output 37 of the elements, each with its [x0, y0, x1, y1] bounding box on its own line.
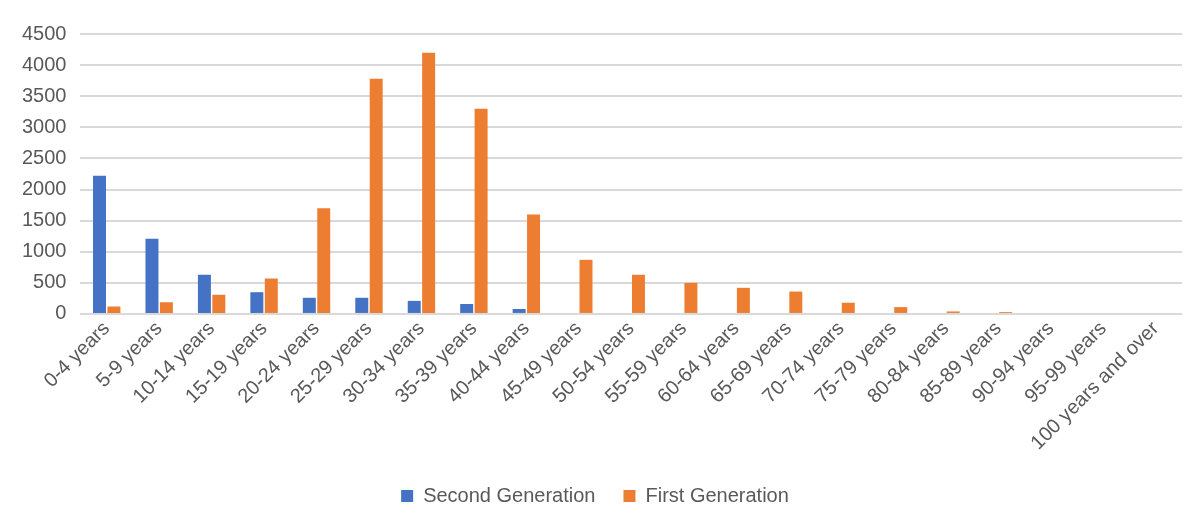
y-tick-label: 1000 — [21, 239, 67, 262]
y-tick-label: 4500 — [21, 21, 67, 44]
bar — [264, 278, 278, 313]
bar — [407, 300, 421, 313]
y-tick-label: 500 — [33, 270, 67, 293]
bar — [369, 78, 383, 313]
y-tick-label: 0 — [55, 301, 67, 324]
bar — [684, 282, 698, 313]
y-tick-label: 3000 — [21, 114, 67, 137]
bar — [841, 302, 855, 313]
bar — [460, 304, 474, 313]
bar — [145, 238, 159, 313]
bar — [579, 259, 593, 313]
bar — [317, 208, 331, 313]
y-tick-label: 4000 — [21, 52, 67, 75]
bar — [512, 308, 526, 313]
bar — [527, 214, 541, 313]
bar — [894, 307, 908, 313]
legend-label: First Generation — [645, 483, 789, 506]
bar — [107, 306, 121, 313]
bar — [631, 274, 645, 313]
y-tick-label: 2000 — [21, 177, 67, 200]
bar — [789, 291, 803, 313]
y-tick-label: 2500 — [21, 145, 67, 168]
bar — [197, 274, 211, 313]
bar — [474, 108, 488, 313]
bar — [159, 302, 173, 313]
bar — [93, 175, 106, 313]
bar — [736, 287, 750, 313]
legend-label: Second Generation — [423, 483, 596, 506]
y-tick-label: 3500 — [21, 83, 67, 106]
y-tick-label: 1500 — [21, 208, 67, 231]
bar — [212, 294, 226, 313]
bar — [355, 297, 369, 313]
bar — [250, 292, 264, 313]
bar — [422, 52, 436, 313]
bar — [302, 297, 316, 313]
